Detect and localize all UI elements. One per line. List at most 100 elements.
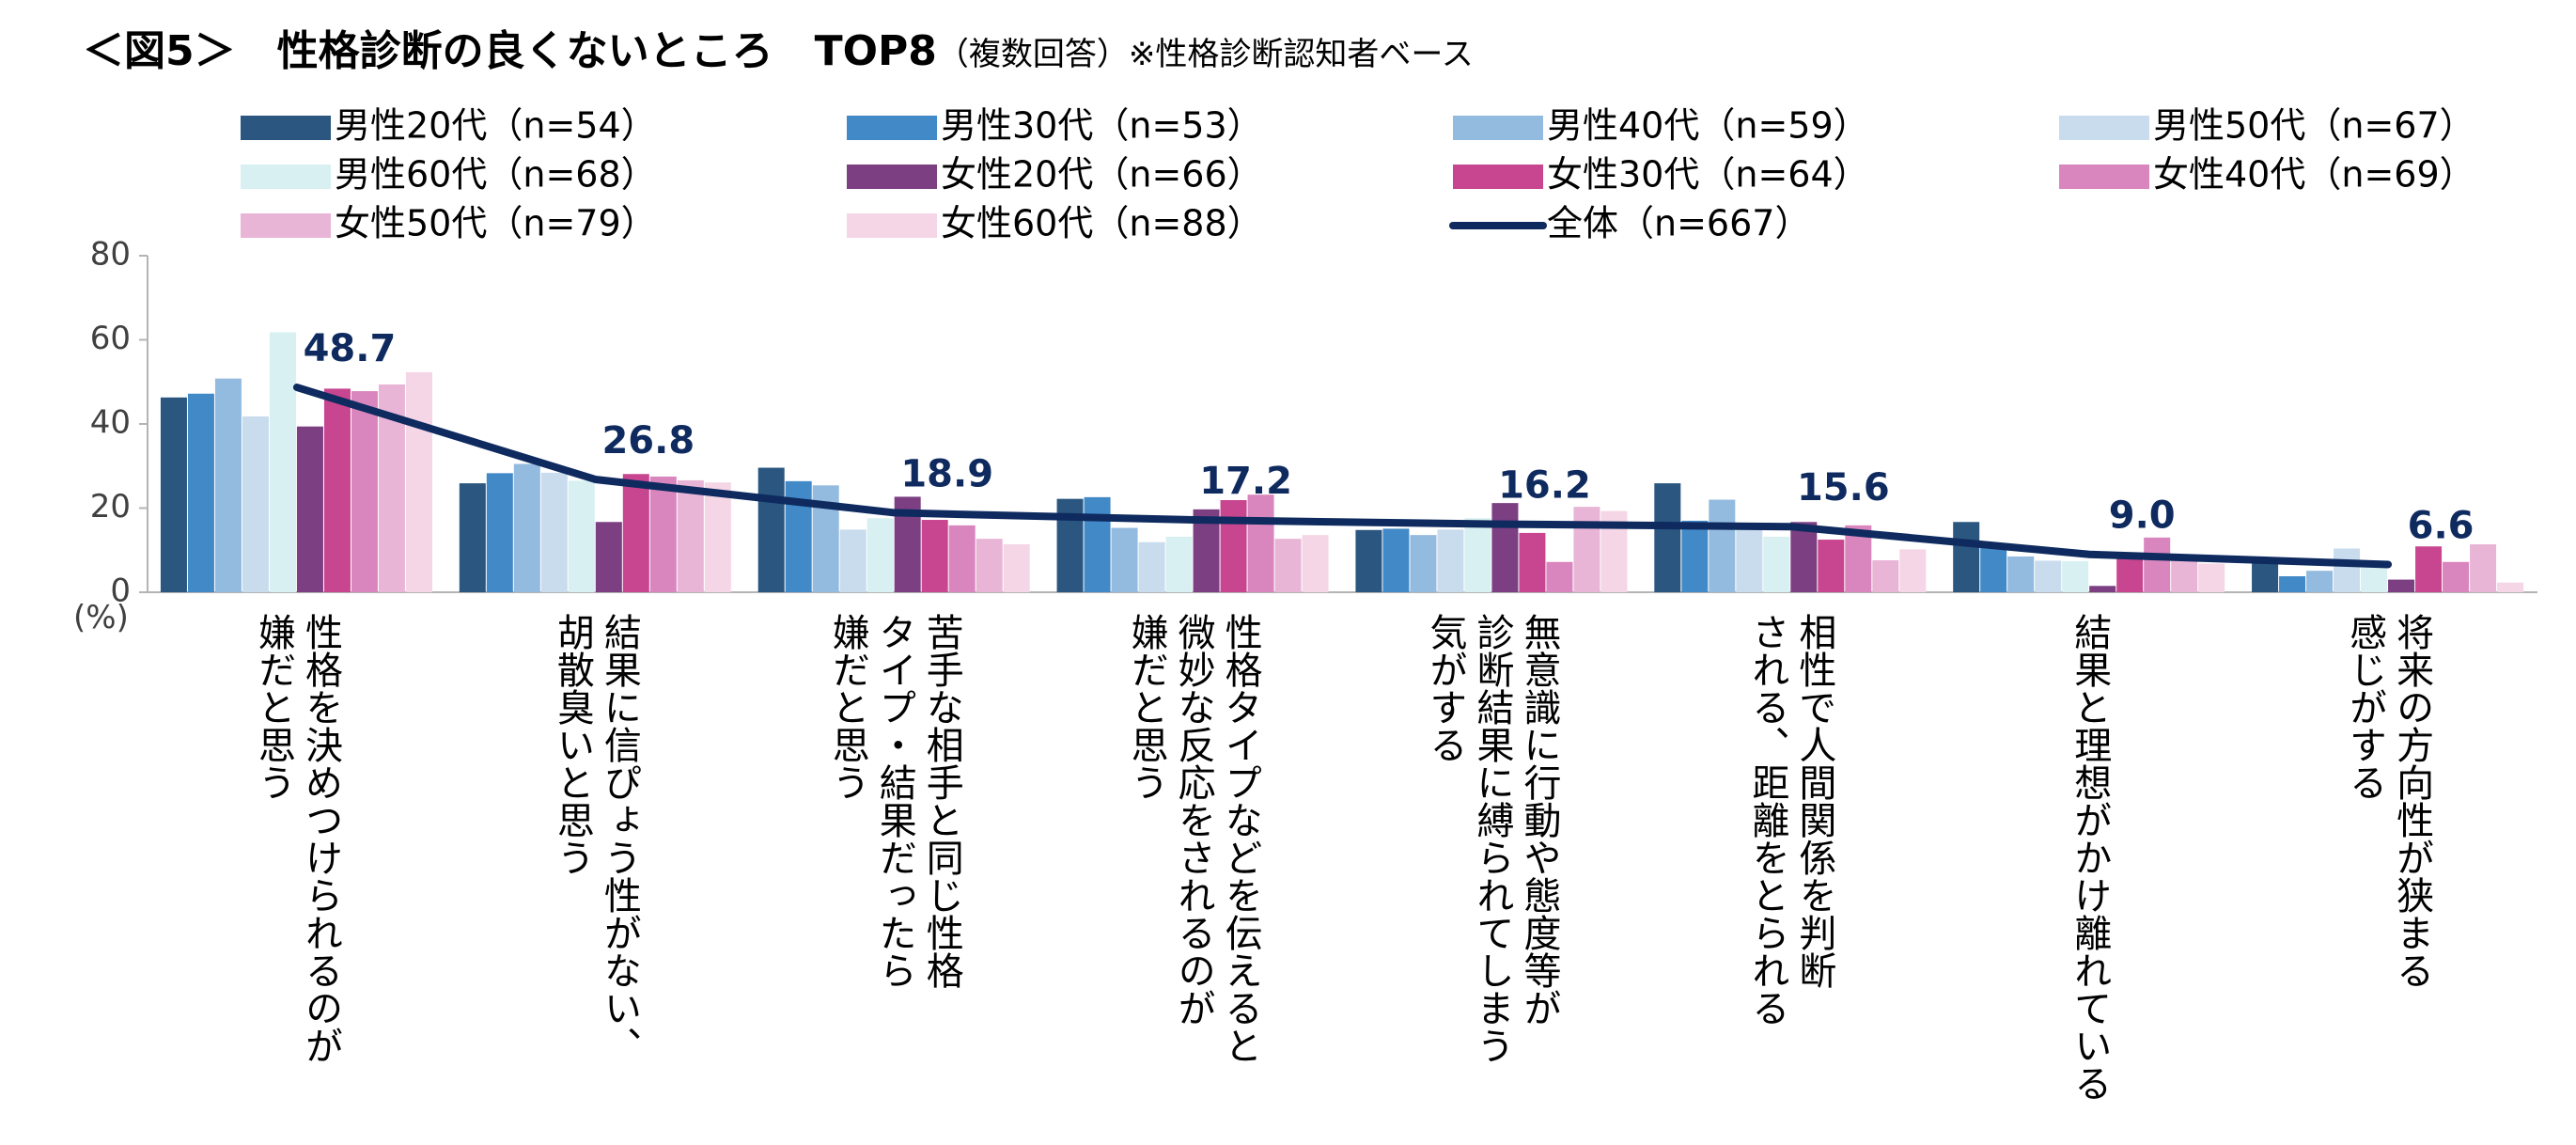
bar bbox=[214, 378, 242, 592]
bar bbox=[866, 518, 894, 592]
bar bbox=[2415, 546, 2443, 592]
bar bbox=[1437, 529, 1464, 592]
bar bbox=[1736, 529, 1763, 592]
y-tick-label: 20 bbox=[90, 488, 131, 525]
bar bbox=[2497, 582, 2524, 592]
bar bbox=[649, 476, 677, 592]
bars bbox=[160, 332, 2524, 592]
bar bbox=[1138, 541, 1165, 592]
bar bbox=[1355, 529, 1382, 592]
legend-swatch bbox=[847, 213, 937, 238]
bar bbox=[622, 474, 649, 592]
legend-label: 女性30代（n=64） bbox=[1547, 154, 1869, 196]
total-line-point bbox=[1490, 522, 1494, 526]
x-category-label: 微妙な反応をされるのが bbox=[1172, 613, 1216, 1027]
legend-swatch bbox=[1453, 165, 1543, 189]
bar bbox=[540, 472, 568, 592]
bar bbox=[323, 388, 351, 592]
bar bbox=[2306, 571, 2334, 592]
bar bbox=[2252, 560, 2279, 592]
total-data-label: 15.6 bbox=[1797, 466, 1890, 510]
y-tick-label: 80 bbox=[90, 236, 131, 274]
bar bbox=[948, 525, 976, 592]
total-data-label: 9.0 bbox=[2109, 494, 2176, 538]
bar bbox=[704, 482, 731, 592]
bar bbox=[1709, 499, 1736, 592]
bar bbox=[677, 479, 704, 592]
x-category-label: 相性で人間関係を判断 bbox=[1792, 613, 1835, 989]
bar bbox=[486, 473, 513, 592]
x-category-label: 性格タイプなどを伝えると bbox=[1219, 613, 1262, 1064]
x-category-label: タイプ・結果だったら bbox=[873, 613, 916, 989]
chart-title-main: ＜図5＞ 性格診断の良くないところ TOP8 bbox=[83, 27, 937, 75]
bar bbox=[1763, 536, 1790, 592]
x-category-label: される、距離をとられる bbox=[1745, 613, 1788, 1027]
x-category-label: 無意識に行動や態度等が bbox=[1517, 613, 1561, 1027]
total-line: 48.7 26.8 18.9 17.2 16.2 15.6 9.0 6.6 bbox=[292, 327, 2474, 569]
x-category-label: 嫌だと思う bbox=[1125, 613, 1168, 801]
x-category-label: 嫌だと思う bbox=[826, 613, 869, 801]
bar bbox=[160, 397, 187, 592]
bar bbox=[1872, 559, 1899, 592]
y-tick-label: 40 bbox=[90, 404, 131, 442]
bar bbox=[595, 522, 622, 592]
total-data-label: 18.9 bbox=[900, 452, 993, 495]
bar bbox=[296, 426, 323, 592]
x-category-label: 将来の方向性が狭まる bbox=[2390, 613, 2433, 989]
x-category-label: 診断結果に縛られてしまう bbox=[1470, 613, 1513, 1064]
total-line-point bbox=[892, 510, 897, 515]
bar bbox=[459, 483, 486, 592]
x-category-label: 感じがする bbox=[2343, 613, 2386, 801]
legend-label: 男性50代（n=67） bbox=[2153, 105, 2475, 147]
bar bbox=[2334, 548, 2361, 592]
legend-label: 全体（n=667） bbox=[1547, 203, 1810, 244]
bar bbox=[1220, 499, 1247, 592]
bar bbox=[1818, 540, 1845, 592]
total-data-label: 17.2 bbox=[1199, 460, 1292, 503]
chart-title: ＜図5＞ 性格診断の良くないところ TOP8（複数回答）※性格診断認知者ベース bbox=[83, 17, 1474, 77]
total-line-point bbox=[294, 385, 299, 390]
legend-label: 男性30代（n=53） bbox=[941, 105, 1263, 147]
total-line-point bbox=[2087, 552, 2092, 557]
bar bbox=[839, 529, 866, 592]
bar bbox=[351, 391, 378, 592]
bar bbox=[513, 463, 540, 592]
x-category-label: 性格を決めつけられるのが bbox=[299, 613, 342, 1064]
y-tick-label: 60 bbox=[90, 320, 131, 357]
bar bbox=[1519, 532, 1546, 592]
bar bbox=[1003, 543, 1030, 592]
bar bbox=[568, 480, 595, 592]
bar bbox=[2470, 543, 2497, 592]
bar bbox=[1056, 498, 1084, 592]
bar bbox=[2089, 586, 2116, 592]
bar bbox=[187, 393, 214, 592]
bar bbox=[1274, 539, 1302, 592]
bar bbox=[2144, 537, 2171, 592]
bar bbox=[2279, 575, 2306, 592]
bar bbox=[976, 539, 1003, 592]
bar bbox=[921, 520, 948, 592]
legend: 男性20代（n=54） 男性30代（n=53） 男性40代（n=59） 男性50代（n… bbox=[241, 105, 2475, 244]
total-line-path bbox=[292, 384, 2393, 569]
legend-swatch bbox=[2059, 116, 2149, 140]
bar bbox=[2198, 563, 2225, 592]
x-category-label: 苦手な相手と同じ性格 bbox=[920, 613, 963, 989]
bar bbox=[1980, 544, 2007, 592]
bar bbox=[2062, 560, 2089, 592]
bar bbox=[1111, 527, 1138, 592]
bar bbox=[1491, 503, 1519, 592]
total-data-label: 26.8 bbox=[601, 419, 695, 463]
bar bbox=[1790, 522, 1818, 592]
bar bbox=[2361, 567, 2388, 592]
legend-swatch bbox=[847, 116, 937, 140]
chart-title-sub: （複数回答）※性格診断認知者ベース bbox=[936, 36, 1474, 73]
bar bbox=[1302, 535, 1329, 592]
total-line-point bbox=[1191, 518, 1195, 523]
bar bbox=[1165, 536, 1193, 592]
legend-swatch bbox=[2059, 165, 2149, 189]
legend-swatch bbox=[241, 116, 331, 140]
bar bbox=[1464, 518, 1491, 592]
bar bbox=[1546, 561, 1573, 592]
